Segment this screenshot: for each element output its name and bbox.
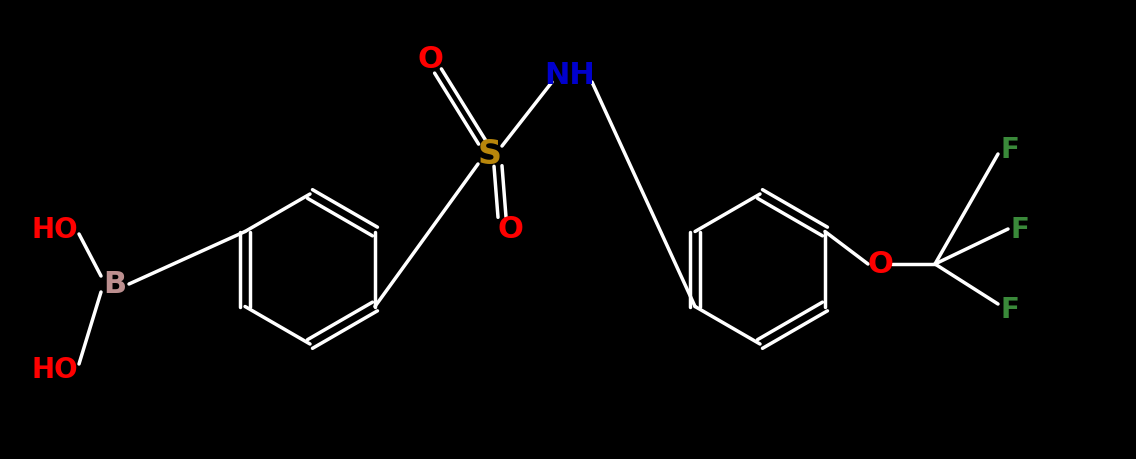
Text: B: B xyxy=(103,270,126,299)
Text: F: F xyxy=(1001,136,1019,164)
Text: O: O xyxy=(498,215,523,244)
Text: HO: HO xyxy=(32,355,78,383)
Text: O: O xyxy=(867,250,893,279)
Text: O: O xyxy=(417,45,443,74)
Text: F: F xyxy=(1001,295,1019,323)
Text: F: F xyxy=(1011,216,1029,243)
Text: S: S xyxy=(478,138,502,171)
Text: NH: NH xyxy=(544,61,595,90)
Text: HO: HO xyxy=(32,216,78,243)
